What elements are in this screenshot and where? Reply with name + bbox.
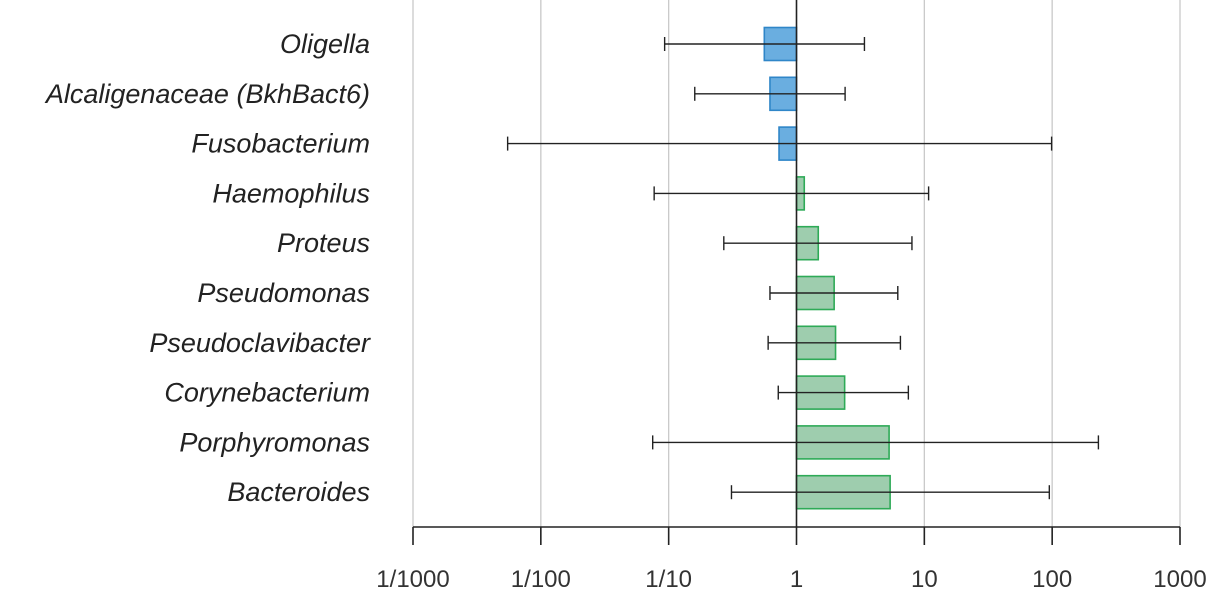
gridlines bbox=[412, 0, 1181, 527]
error-bar-2 bbox=[694, 86, 846, 101]
x-tick-label-7: 1000 bbox=[1153, 566, 1206, 593]
category-label-3: Fusobacterium bbox=[191, 129, 370, 159]
error-bar-3 bbox=[506, 136, 1053, 151]
error-bar-4 bbox=[653, 186, 930, 201]
category-label-4: Haemophilus bbox=[212, 178, 370, 208]
x-axis: 1/1000 1/100 1/10 1 10 100 1000 bbox=[376, 526, 1207, 593]
error-bars bbox=[506, 37, 1100, 500]
category-label-8: Corynebacterium bbox=[164, 378, 370, 408]
error-bar-1 bbox=[663, 37, 866, 51]
x-tick-label-6: 100 bbox=[1032, 566, 1072, 593]
error-bar-9 bbox=[651, 435, 1100, 450]
category-label-10: Bacteroides bbox=[227, 477, 370, 507]
x-tick-label-5: 10 bbox=[911, 566, 938, 593]
category-label-2: Alcaligenaceae (BkhBact6) bbox=[44, 79, 370, 109]
category-labels: Oligella Alcaligenaceae (BkhBact6) Fusobac… bbox=[44, 29, 371, 507]
x-tick-label-3: 1/10 bbox=[645, 566, 692, 593]
error-bar-5 bbox=[723, 236, 913, 251]
category-label-5: Proteus bbox=[277, 228, 370, 258]
error-bar-10 bbox=[730, 485, 1051, 500]
x-tick-label-4: 1 bbox=[790, 566, 803, 593]
error-bar-7 bbox=[767, 335, 902, 350]
category-label-1: Oligella bbox=[280, 29, 370, 59]
x-tick-label-1: 1/1000 bbox=[376, 566, 449, 593]
x-tick-label-2: 1/100 bbox=[511, 566, 571, 593]
error-bar-6 bbox=[769, 286, 899, 300]
error-bar-8 bbox=[777, 385, 910, 400]
category-label-7: Pseudoclavibacter bbox=[149, 328, 371, 358]
bars bbox=[763, 0, 891, 527]
category-label-9: Porphyromonas bbox=[179, 427, 370, 457]
category-label-6: Pseudomonas bbox=[197, 278, 370, 308]
